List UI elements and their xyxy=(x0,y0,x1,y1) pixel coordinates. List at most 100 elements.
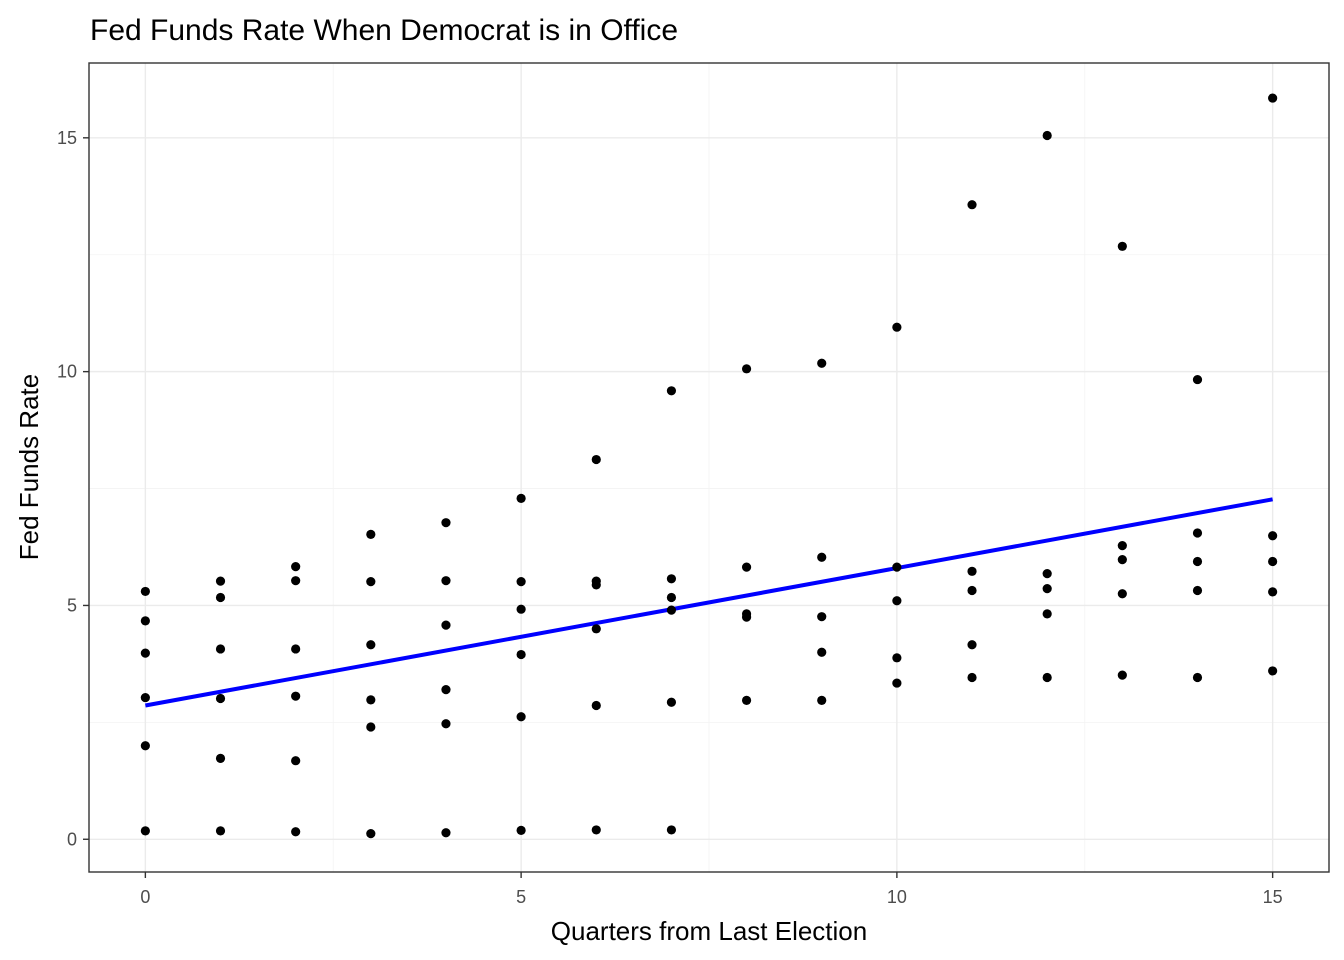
data-point xyxy=(892,653,902,663)
data-point xyxy=(1268,531,1278,541)
data-point xyxy=(591,454,601,465)
chart-title: Fed Funds Rate When Democrat is in Offic… xyxy=(90,14,678,47)
data-point xyxy=(591,580,601,590)
data-point xyxy=(817,647,827,657)
data-point xyxy=(140,648,150,658)
x-tick-label: 10 xyxy=(887,887,907,907)
data-point xyxy=(817,358,827,368)
y-axis-title: Fed Funds Rate xyxy=(14,374,44,560)
data-point xyxy=(1042,130,1052,141)
data-point xyxy=(441,685,451,695)
y-tick-label: 15 xyxy=(57,128,77,148)
data-point xyxy=(741,695,752,705)
data-point xyxy=(215,826,226,836)
data-point xyxy=(366,722,376,732)
y-tick-label: 10 xyxy=(57,362,77,382)
x-axis-title: Quarters from Last Election xyxy=(551,916,867,946)
data-point xyxy=(441,828,451,838)
data-point xyxy=(666,592,677,603)
data-point xyxy=(892,678,902,688)
data-point xyxy=(591,700,601,711)
data-point xyxy=(366,640,376,650)
data-point xyxy=(291,691,301,701)
data-point xyxy=(817,695,827,705)
data-point xyxy=(215,644,226,654)
data-point xyxy=(666,825,677,835)
data-point xyxy=(817,612,827,622)
major-gridlines xyxy=(89,63,1329,872)
y-axis-ticks: 0 5 10 15 xyxy=(57,128,89,849)
data-point xyxy=(516,493,526,503)
data-point xyxy=(441,576,451,586)
data-point xyxy=(140,616,150,626)
trend-line xyxy=(145,497,1273,708)
data-point xyxy=(1192,528,1203,538)
data-point xyxy=(291,576,301,586)
x-axis-ticks: 0 5 10 15 xyxy=(140,872,1283,907)
data-point xyxy=(441,518,451,528)
data-point xyxy=(741,562,752,572)
data-point xyxy=(215,576,226,586)
data-point xyxy=(1192,556,1203,567)
data-point xyxy=(817,552,827,562)
data-point xyxy=(291,827,301,837)
y-tick-label: 5 xyxy=(67,595,77,615)
data-point xyxy=(666,386,677,396)
data-point xyxy=(967,672,977,683)
data-point xyxy=(1117,241,1127,251)
data-point xyxy=(215,753,226,763)
data-point xyxy=(291,756,301,766)
panel-border xyxy=(88,62,1330,873)
data-point xyxy=(1117,589,1127,599)
data-point xyxy=(366,577,376,587)
data-point xyxy=(516,649,526,660)
data-point xyxy=(140,586,150,597)
x-tick-label: 5 xyxy=(516,887,526,907)
data-point xyxy=(967,640,977,650)
data-point xyxy=(741,612,752,622)
data-point xyxy=(215,693,226,704)
data-point xyxy=(441,620,451,630)
data-point xyxy=(291,644,301,654)
data-point xyxy=(1192,374,1203,385)
data-point xyxy=(1117,555,1127,565)
data-points xyxy=(140,93,1278,839)
data-point xyxy=(1268,666,1278,676)
data-point xyxy=(516,825,526,835)
data-point xyxy=(1042,569,1052,579)
data-point xyxy=(140,741,150,751)
data-point xyxy=(967,200,977,210)
data-point xyxy=(366,829,376,839)
data-point xyxy=(892,322,902,332)
data-point xyxy=(516,577,526,587)
y-tick-label: 0 xyxy=(67,829,77,849)
data-point xyxy=(666,574,677,584)
data-point xyxy=(591,825,601,835)
data-point xyxy=(1042,584,1052,594)
data-point xyxy=(441,719,451,729)
data-point xyxy=(140,692,150,703)
data-point xyxy=(741,364,752,374)
data-point xyxy=(892,562,902,572)
data-point xyxy=(1268,556,1278,567)
data-point xyxy=(1268,587,1278,597)
data-point xyxy=(366,529,376,539)
x-tick-label: 0 xyxy=(140,887,150,907)
data-point xyxy=(967,585,977,596)
data-point xyxy=(1117,670,1127,680)
data-point xyxy=(291,562,301,572)
data-point xyxy=(1192,585,1203,596)
x-tick-label: 15 xyxy=(1263,887,1283,907)
data-point xyxy=(1268,93,1278,103)
data-point xyxy=(892,596,902,606)
data-point xyxy=(1042,672,1052,683)
data-point xyxy=(1042,609,1052,619)
data-point xyxy=(967,566,977,576)
data-point xyxy=(366,695,376,705)
minor-gridlines xyxy=(89,63,1329,872)
data-point xyxy=(215,592,226,603)
data-point xyxy=(666,697,677,707)
data-point xyxy=(516,604,526,614)
data-point xyxy=(1117,540,1127,551)
